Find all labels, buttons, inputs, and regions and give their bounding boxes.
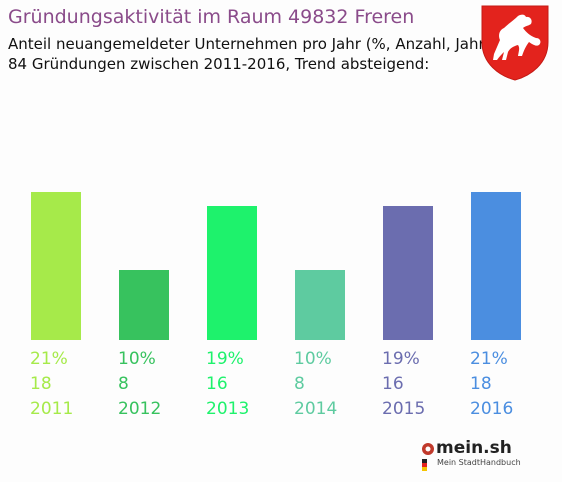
pct-label-2014: 10%: [294, 349, 332, 369]
brand-tagline: Mein StadtHandbuch: [437, 458, 521, 467]
year-label-2015: 2015: [382, 399, 426, 419]
pct-label-2011: 21%: [30, 349, 68, 369]
count-label-2015: 16: [382, 374, 404, 394]
page-title: Gründungsaktivität im Raum 49832 Freren: [8, 6, 415, 28]
year-label-2012: 2012: [118, 399, 162, 419]
bar-2011: [31, 192, 81, 340]
count-label-2011: 18: [30, 374, 52, 394]
bar-2015: [383, 206, 433, 340]
niedersachsen-horse-crest-icon: [481, 5, 549, 81]
year-label-2016: 2016: [470, 399, 514, 419]
bar-2014: [295, 269, 345, 340]
bar-2013: [207, 206, 257, 340]
year-label-2014: 2014: [294, 399, 338, 419]
brand-name: mein.sh: [436, 438, 512, 458]
bar-2016: [471, 192, 521, 340]
chart-summary: 84 Gründungen zwischen 2011-2016, Trend …: [8, 55, 430, 73]
year-label-2011: 2011: [30, 399, 74, 419]
year-label-2013: 2013: [206, 399, 250, 419]
count-label-2014: 8: [294, 374, 305, 394]
mein-sh-logo-icon: [422, 443, 434, 471]
chart-subtitle: Anteil neuangemeldeter Unternehmen pro J…: [8, 35, 491, 53]
count-label-2016: 18: [470, 374, 492, 394]
pct-label-2016: 21%: [470, 349, 508, 369]
pct-label-2012: 10%: [118, 349, 156, 369]
count-label-2013: 16: [206, 374, 228, 394]
bar-2012: [119, 269, 169, 340]
count-label-2012: 8: [118, 374, 129, 394]
pct-label-2013: 19%: [206, 349, 244, 369]
pct-label-2015: 19%: [382, 349, 420, 369]
